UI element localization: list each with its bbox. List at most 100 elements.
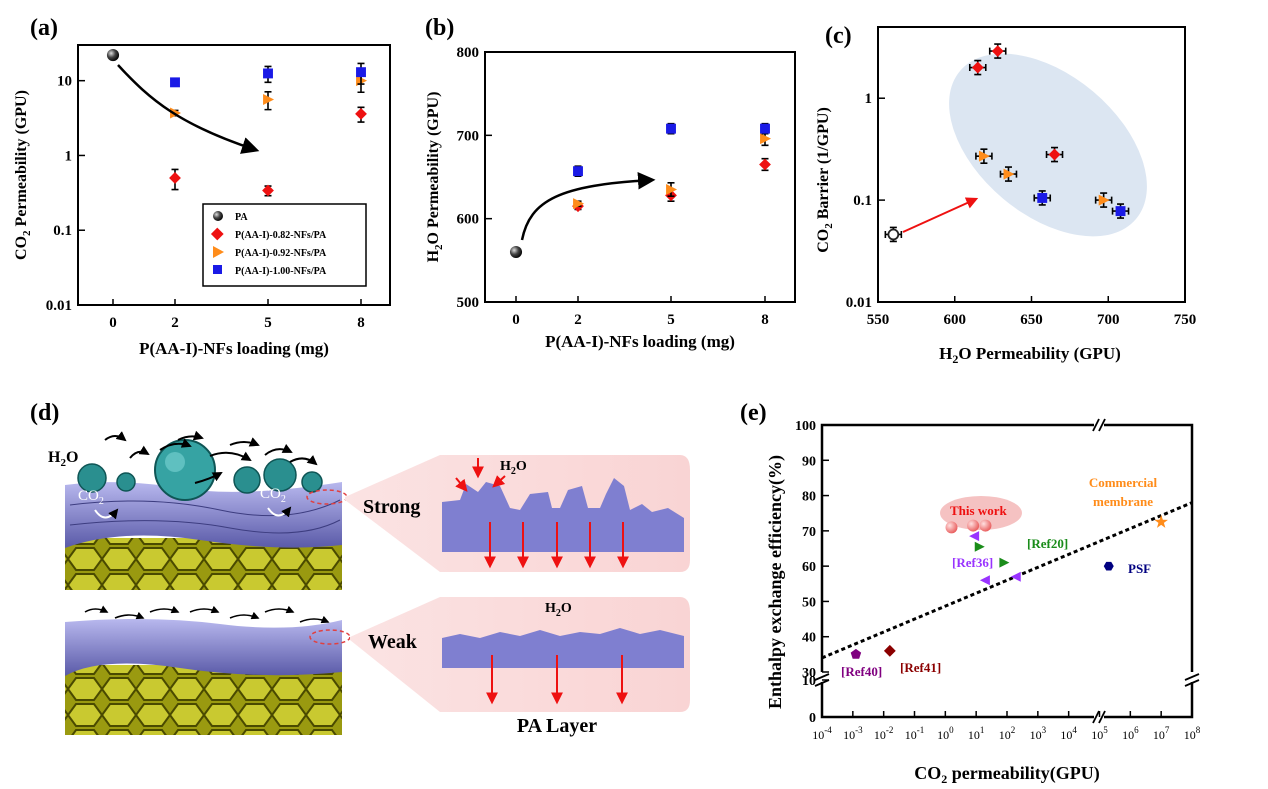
schematic-co2-right: CO2 <box>260 486 286 505</box>
chart-a-xtick: 8 <box>357 315 365 331</box>
chart-e-point <box>1154 514 1168 528</box>
chart-b-xtick: 5 <box>667 312 675 328</box>
chart-e-ytick: 70 <box>802 525 816 540</box>
chart-c-xtick: 750 <box>1174 312 1197 328</box>
panel-label-a: (a) <box>30 15 58 41</box>
this-work-highlight <box>940 496 1022 530</box>
chart-b-ylabel: H2O Permeability (GPU) <box>425 92 445 263</box>
chart-c-point <box>1037 193 1048 203</box>
chart-e-ytick: 30 <box>802 666 816 681</box>
chart-e-xlabel: CO2 permeability(GPU) <box>914 763 1099 786</box>
chart-e-ytick: 40 <box>802 631 816 646</box>
chart-e-xtick: 103 <box>1030 725 1047 742</box>
chart-c-highlight-ellipse <box>949 53 1147 237</box>
chart-a-legend-box <box>202 203 367 287</box>
chart-b-ytick: 500 <box>457 295 480 311</box>
label-ref20: [Ref20] <box>1027 536 1068 551</box>
schematic-pa-layer-label: PA Layer <box>517 715 597 737</box>
legend-marker-100 <box>213 265 222 274</box>
chart-c-ytick: 0.1 <box>853 193 872 209</box>
chart-e-point <box>1010 571 1021 582</box>
chart-b-point <box>573 198 585 210</box>
chart-c-point <box>991 45 1004 58</box>
chart-b-point <box>666 184 678 195</box>
chart-a-point <box>170 107 182 119</box>
chart-c-point <box>1115 206 1126 217</box>
schematic-h2o-weak: H2O <box>545 601 572 619</box>
chart-e-xtick: 104 <box>1060 725 1077 742</box>
chart-e-point <box>945 521 958 534</box>
chart-b-trend-arrow <box>520 172 656 241</box>
chart-b-xlabel: P(AA-I)-NFs loading (mg) <box>545 332 735 351</box>
label-ref40: [Ref40] <box>841 664 882 679</box>
chart-b-xtick: 0 <box>512 312 520 328</box>
chart-e-xtick: 100 <box>937 725 954 742</box>
chart-b-ytick: 800 <box>457 45 480 61</box>
chart-a-xlabel: P(AA-I)-NFs loading (mg) <box>139 339 329 358</box>
chart-c-point <box>1003 168 1015 180</box>
co2-bounce-arrow-right <box>267 506 292 518</box>
schematic-strong-label: Strong <box>363 496 420 518</box>
schematic-d: H2O CO2 CO2 Strong H2O <box>48 430 690 737</box>
schematic-weak-label: Weak <box>368 631 418 653</box>
chart-a-legend: PA P(AA-I)-0.82-NFs/PA P(AA-I)-0.92-NFs/… <box>202 203 367 287</box>
chart-a-point <box>170 77 180 88</box>
chart-a-trend-arrow <box>117 64 260 154</box>
chart-e-point <box>979 519 992 532</box>
chart-a-point <box>263 94 275 106</box>
chart-e-ytick: 100 <box>795 419 816 434</box>
chart-b-ytick: 600 <box>457 212 480 228</box>
panel-label-c: (c) <box>825 23 852 49</box>
legend-label-100: P(AA-I)-1.00-NFs/PA <box>235 266 327 277</box>
panel-label-b: (b) <box>425 15 454 41</box>
chart-e-point <box>967 519 980 532</box>
chart-e-point <box>999 557 1010 568</box>
legend-marker-092 <box>213 246 224 258</box>
chart-e-point <box>1103 561 1114 571</box>
chart-b-point <box>509 245 523 259</box>
pa-layer-top <box>65 482 342 548</box>
chart-c-point <box>1098 194 1110 206</box>
chart-a-ylabel: CO2 Permeability (GPU) <box>13 90 33 260</box>
legend-label-pa: PA <box>235 212 248 223</box>
label-ref41: [Ref41] <box>900 660 941 675</box>
chart-a-point <box>263 68 273 79</box>
label-psf: PSF <box>1128 561 1151 576</box>
chart-e-xtick: 107 <box>1153 725 1170 742</box>
label-this-work: This work <box>950 503 1007 518</box>
chart-b-xtick: 8 <box>761 312 769 328</box>
chart-c-xtick: 550 <box>867 312 890 328</box>
panel-label-e: (e) <box>740 400 767 426</box>
panel-label-d: (d) <box>30 400 59 426</box>
label-commercial-2: membrane <box>1093 494 1153 509</box>
chart-e-xtick: 10-1 <box>905 725 925 742</box>
chart-b-frame <box>484 51 796 303</box>
chart-e-xtick: 106 <box>1122 725 1139 742</box>
legend-label-082: P(AA-I)-0.82-NFs/PA <box>235 230 327 241</box>
chart-a-point <box>355 107 367 120</box>
chart-c-ytick: 0.01 <box>846 295 872 311</box>
chart-e-point <box>850 648 862 659</box>
schematic-co2-left: CO2 <box>78 488 104 507</box>
chart-a-point <box>356 67 366 78</box>
chart-b-point <box>760 133 772 145</box>
chart-e-xtick: 10-3 <box>843 725 863 742</box>
chart-e-xtick: 102 <box>999 725 1016 742</box>
chart-a-ytick: 1 <box>65 148 73 164</box>
chart-e-ytick: 60 <box>802 560 816 575</box>
pa-layer-bottom <box>65 618 342 676</box>
chart-a-xtick: 0 <box>109 315 117 331</box>
chart-a-point <box>262 184 274 197</box>
chart-b-point <box>759 158 771 171</box>
chart-b-point <box>760 123 770 134</box>
h2o-flow-arrows-bottom <box>84 605 330 624</box>
chart-e-xtick: 105 <box>1091 725 1108 742</box>
chart-c-xlabel: H2O Permeability (GPU) <box>939 344 1121 366</box>
chart-b-ytick: 700 <box>457 128 480 144</box>
chart-e-ylabel: Enthalpy exchange efficiency(%) <box>765 455 786 709</box>
chart-b-xtick: 2 <box>574 312 582 328</box>
chart-e-point <box>969 531 980 542</box>
chart-e-xtick: 101 <box>968 725 985 742</box>
chart-e-xtick: 10-2 <box>874 725 894 742</box>
h2o-weak-down-arrows <box>486 655 628 705</box>
